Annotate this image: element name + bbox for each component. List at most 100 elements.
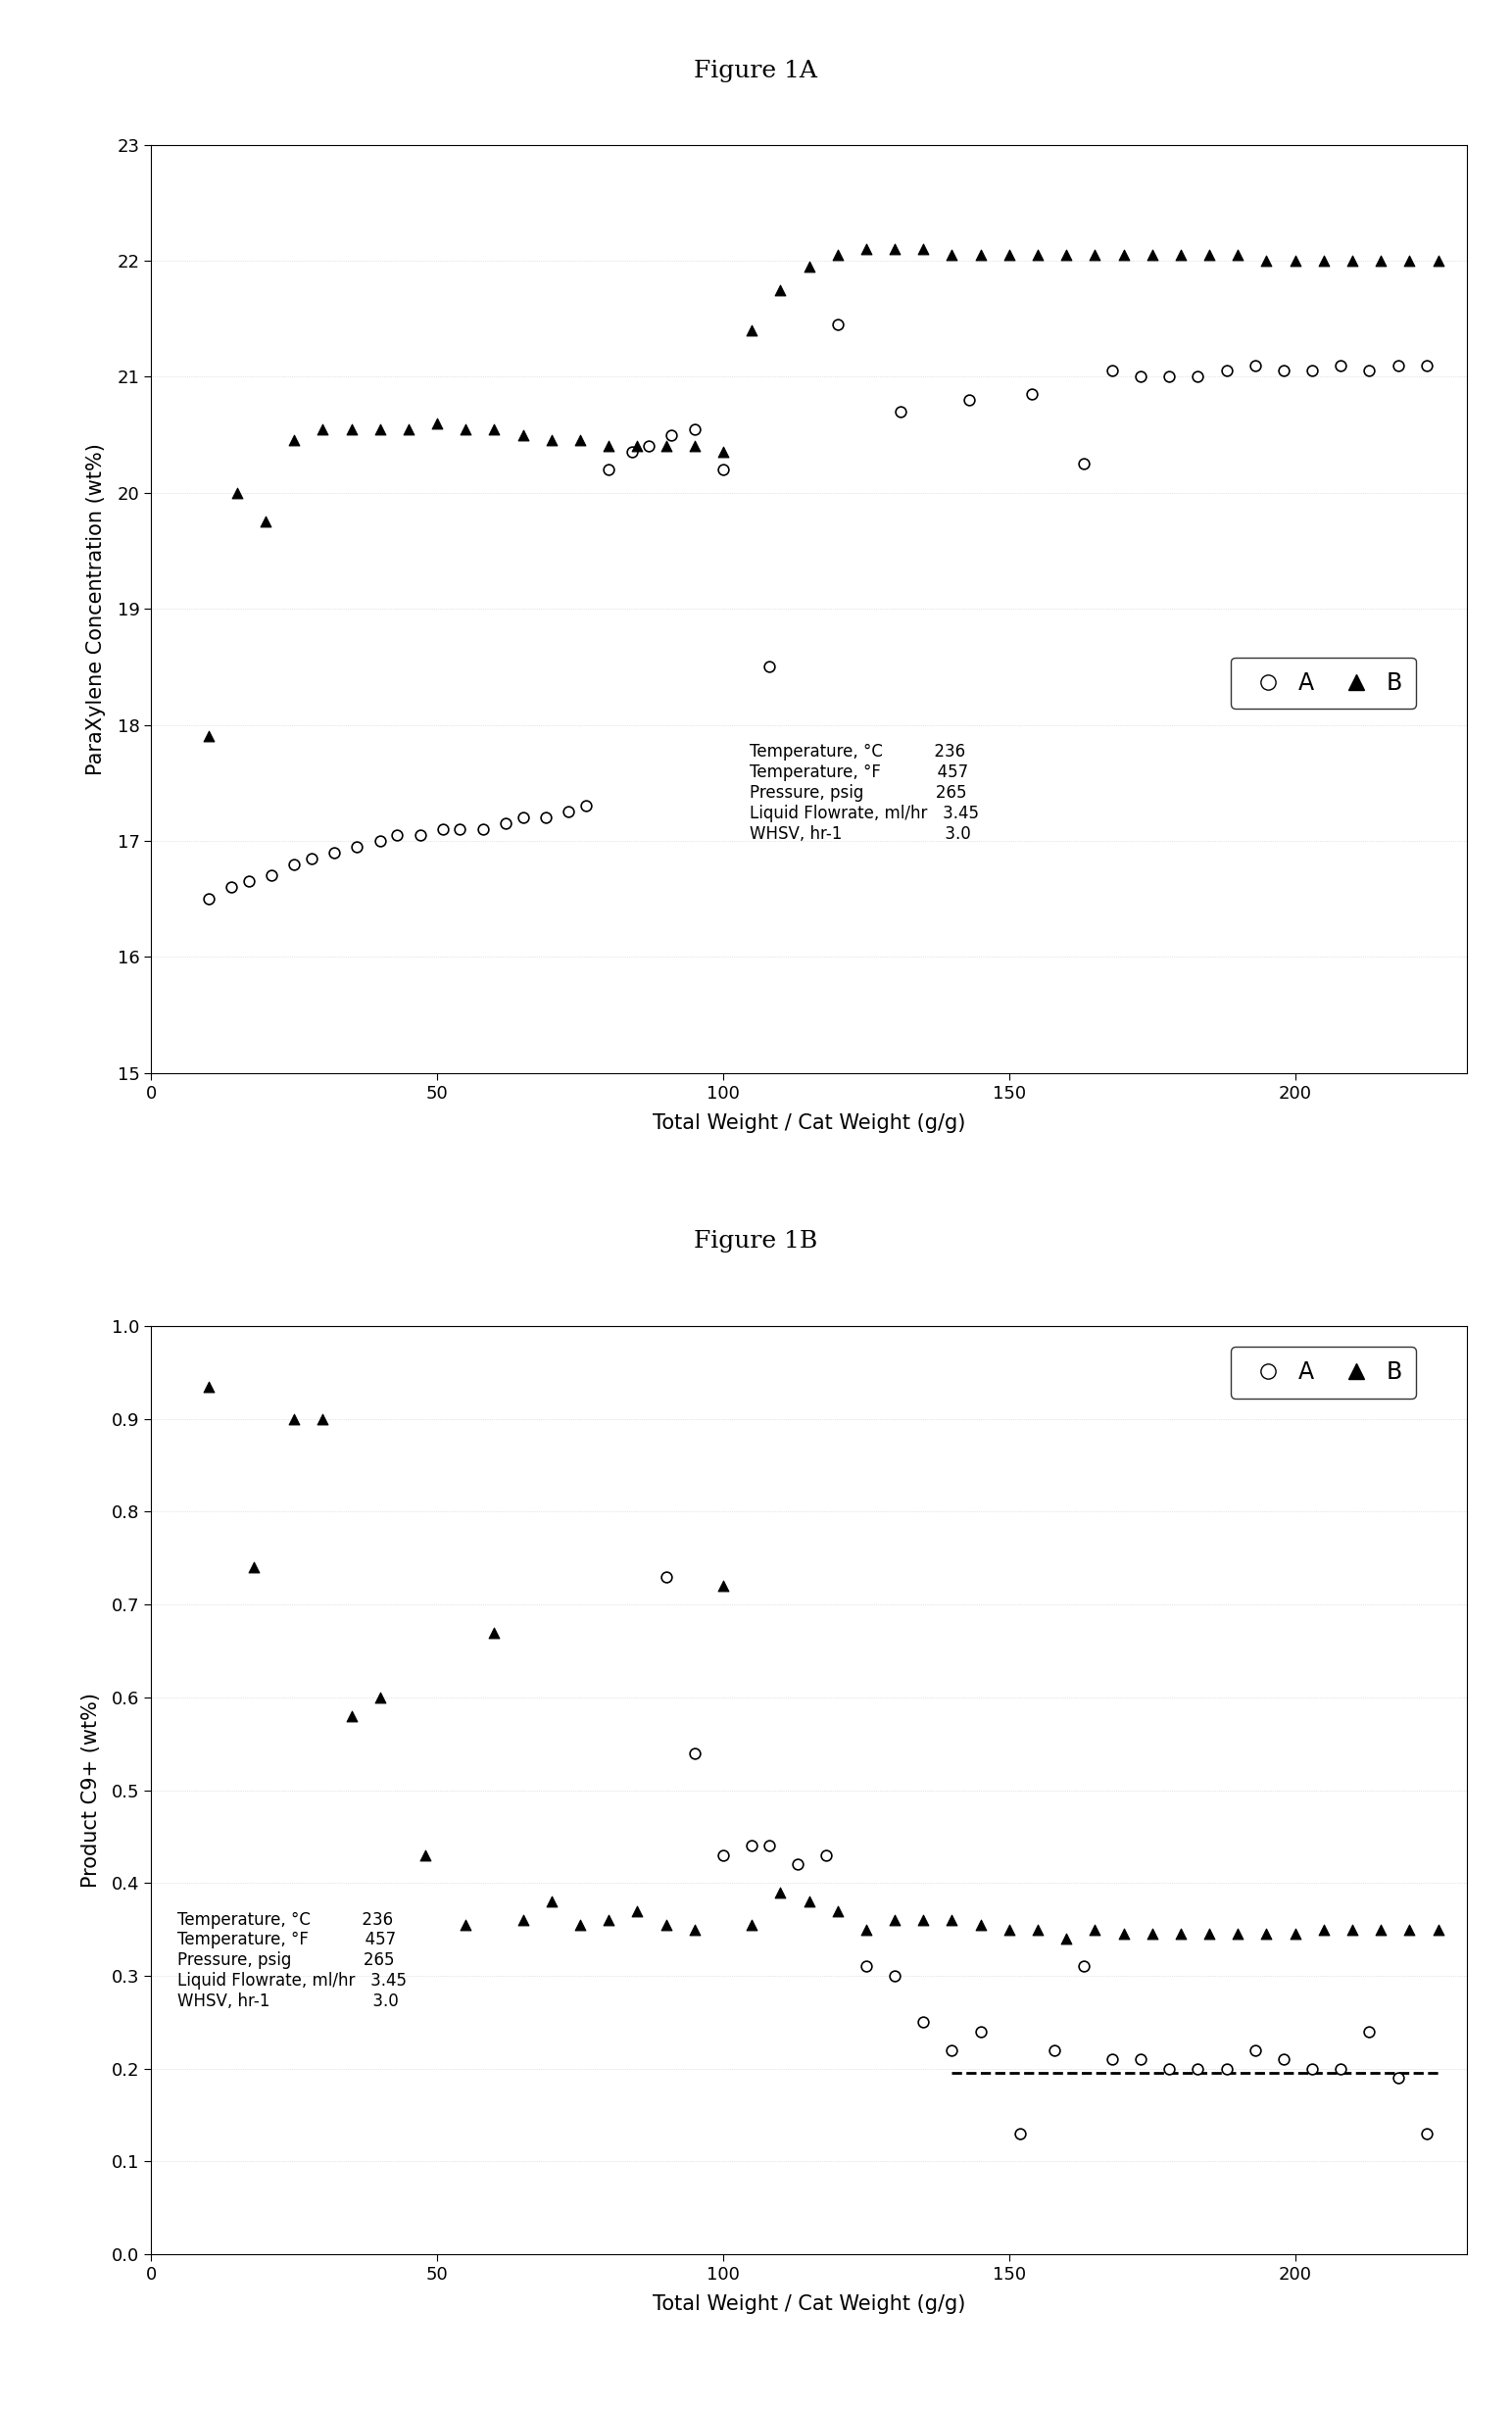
Point: [1198, 1914, 1222, 1953]
Point: [659, 415, 683, 453]
Point: [1284, 241, 1308, 280]
Point: [569, 1905, 593, 1943]
Point: [739, 311, 764, 350]
Point: [236, 863, 260, 902]
Point: [1426, 1910, 1450, 1948]
Point: [597, 451, 621, 489]
Point: [367, 822, 392, 861]
Point: [494, 805, 519, 844]
Point: [482, 1613, 507, 1652]
Point: [1157, 2049, 1181, 2088]
Point: [626, 1893, 650, 1931]
Point: [682, 427, 706, 465]
Point: [1214, 352, 1238, 391]
Point: [785, 1844, 809, 1883]
Point: [1340, 1910, 1364, 1948]
Y-axis label: Product C9+ (wt%): Product C9+ (wt%): [82, 1693, 101, 1888]
Point: [322, 834, 346, 873]
Point: [339, 410, 363, 448]
Point: [826, 306, 850, 345]
Point: [431, 810, 455, 849]
Point: [1025, 1910, 1049, 1948]
Point: [968, 1905, 992, 1943]
Point: [1128, 2040, 1152, 2078]
Point: [1387, 2059, 1411, 2098]
Point: [912, 2004, 936, 2042]
Point: [682, 410, 706, 448]
Point: [283, 1398, 307, 1437]
Point: [1300, 2049, 1325, 2088]
Point: [826, 1893, 850, 1931]
Point: [1083, 236, 1107, 275]
Point: [711, 1835, 735, 1873]
Point: [968, 2013, 992, 2052]
Point: [711, 1567, 735, 1606]
Point: [1083, 1910, 1107, 1948]
Point: [1243, 2030, 1267, 2069]
Point: [197, 880, 221, 919]
Point: [1021, 374, 1045, 412]
Legend: A, B: A, B: [1231, 1348, 1415, 1398]
Point: [711, 451, 735, 489]
Text: Temperature, °C          236
Temperature, °F           457
Pressure, psig       : Temperature, °C 236 Temperature, °F 457 …: [750, 743, 980, 841]
Point: [1140, 1914, 1164, 1953]
Point: [1368, 1910, 1393, 1948]
Point: [996, 236, 1021, 275]
Point: [758, 1828, 782, 1866]
Point: [310, 410, 334, 448]
Point: [826, 236, 850, 275]
Point: [1415, 2114, 1439, 2153]
Point: [1111, 1914, 1136, 1953]
Point: [1099, 2040, 1123, 2078]
Point: [283, 422, 307, 461]
Point: [197, 716, 221, 755]
Point: [883, 1958, 907, 1996]
Point: [219, 868, 243, 907]
Point: [386, 815, 410, 853]
Point: [711, 434, 735, 473]
Point: [511, 415, 535, 453]
Point: [482, 410, 507, 448]
Text: Figure 1A: Figure 1A: [694, 60, 818, 82]
Point: [768, 1873, 792, 1912]
X-axis label: Total Weight / Cat Weight (g/g): Total Weight / Cat Weight (g/g): [653, 1114, 965, 1133]
Point: [1025, 236, 1049, 275]
Point: [367, 410, 392, 448]
Point: [968, 236, 992, 275]
Point: [1128, 357, 1152, 395]
Point: [768, 270, 792, 309]
Point: [259, 856, 283, 894]
Point: [1272, 2040, 1296, 2078]
Point: [912, 229, 936, 268]
Point: [1358, 352, 1382, 391]
Point: [1140, 236, 1164, 275]
Point: [556, 793, 581, 832]
Point: [1157, 357, 1181, 395]
Point: [1300, 352, 1325, 391]
Point: [1329, 345, 1353, 383]
Point: [1169, 1914, 1193, 1953]
Point: [1415, 345, 1439, 383]
Point: [448, 810, 472, 849]
Point: [854, 1948, 878, 1987]
Point: [408, 815, 432, 853]
Point: [1397, 241, 1421, 280]
Point: [1072, 1948, 1096, 1987]
Point: [940, 1900, 965, 1938]
Point: [1397, 1910, 1421, 1948]
Point: [242, 1548, 266, 1586]
Point: [1255, 241, 1279, 280]
Point: [653, 427, 677, 465]
Point: [1009, 2114, 1033, 2153]
Point: [739, 1905, 764, 1943]
Point: [883, 229, 907, 268]
Point: [339, 1697, 363, 1736]
Point: [1368, 241, 1393, 280]
Point: [1043, 2030, 1067, 2069]
Point: [1072, 444, 1096, 482]
Point: [940, 2030, 965, 2069]
Point: [597, 1900, 621, 1938]
Point: [1054, 1919, 1078, 1958]
Point: [912, 1900, 936, 1938]
Text: Figure 1B: Figure 1B: [694, 1230, 818, 1251]
